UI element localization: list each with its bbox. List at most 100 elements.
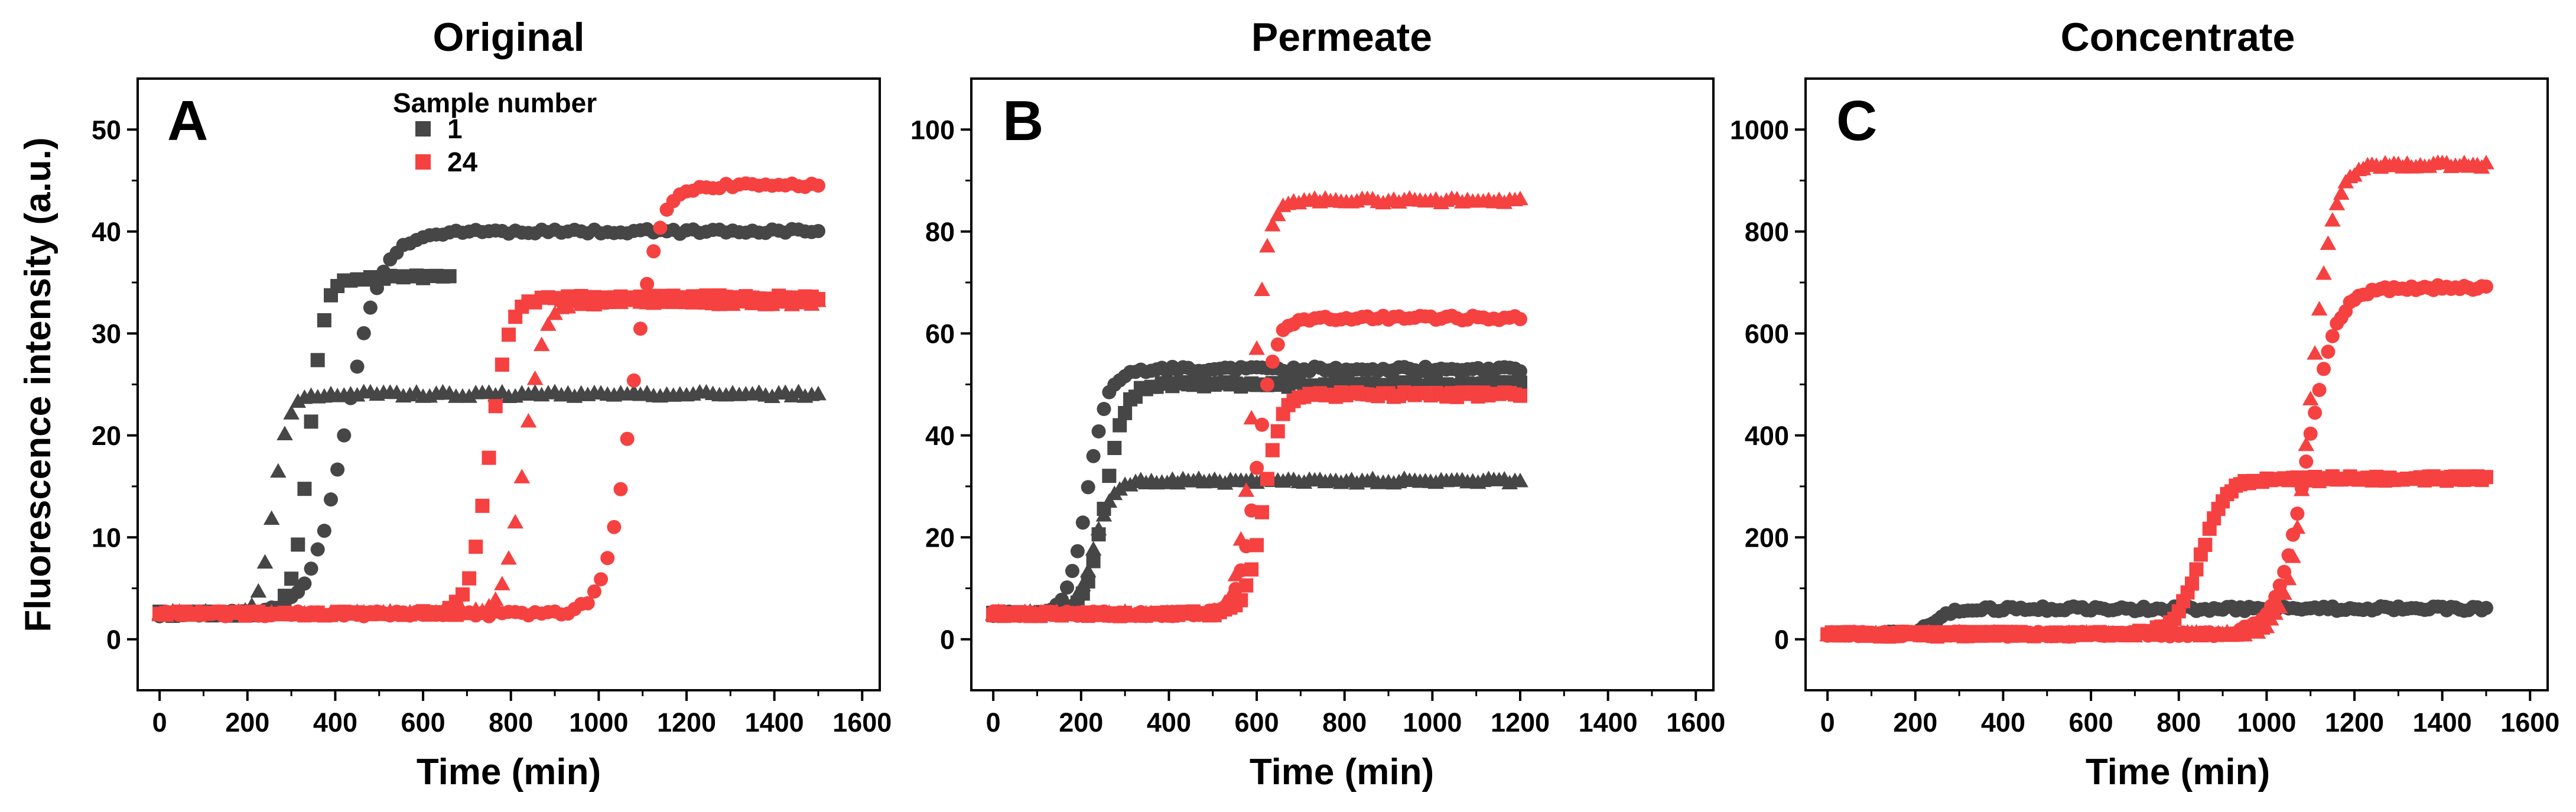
data-point [297,576,312,591]
data-point [594,572,609,587]
data-point [2285,548,2301,563]
data-point [461,605,477,621]
y-tick-label: 80 [925,217,955,247]
data-point [1265,443,1280,457]
x-tick-label: 0 [152,707,167,738]
panel-a-series-5-sample-24 [151,292,827,622]
data-point [810,292,827,307]
data-point [1074,576,1091,592]
panel-c-x-axis-label: Time (min) [2086,752,2270,792]
data-point [533,336,550,352]
data-point [304,561,318,576]
data-point [2479,470,2493,485]
data-point [2328,196,2346,210]
y-tick-label: 800 [1745,217,1789,247]
x-tick-label: 800 [2157,707,2201,738]
data-point [520,413,537,428]
data-point [2316,362,2331,376]
data-point [2303,426,2318,441]
data-point [810,385,827,401]
legend-marker-sample-1 [415,121,431,137]
data-point [1079,563,1097,578]
y-axis-label: Fluorescence intensity (a.u.) [18,137,58,632]
data-point [277,426,293,441]
data-point [1269,206,1286,222]
data-point [811,223,825,238]
data-point [1250,538,1264,553]
data-point [277,589,292,603]
data-point [270,463,287,478]
data-point [2333,185,2350,200]
panel-c-ticks: 0 200 400 600 800 1000 1200 1400 1600 0 200 400 600 8… [1730,115,2559,738]
y-tick-label: 1000 [1730,115,1789,145]
y-tick-label: 10 [92,522,121,553]
data-point [2325,329,2340,343]
data-point [2479,279,2493,294]
data-point [1091,424,1106,439]
data-point [600,551,615,566]
y-tick-label: 50 [92,115,121,145]
data-point [310,353,325,368]
data-point [2311,301,2328,316]
data-point [2308,405,2323,420]
data-point [291,537,305,552]
panel-a-series-4-sample-24 [152,288,825,623]
panel-c-series-1-sample-24 [1820,469,2493,644]
x-tick-label: 1000 [1403,707,1462,738]
panel-b-series-5-sample-24 [986,385,1527,623]
panel-a-ticks: 0 200 400 600 800 1000 1200 1400 1600 0 10 20 30 40 50 [92,115,892,738]
x-tick-label: 1000 [569,707,628,738]
panel-a-series-0-sample-1 [152,222,825,623]
data-point [350,359,365,374]
data-point [526,370,544,385]
legend-label-sample-1: 1 [447,113,463,144]
data-point [1264,216,1281,232]
x-tick-label: 1600 [2500,707,2559,738]
data-point [462,571,477,586]
y-tick-label: 100 [910,115,955,145]
data-point [250,583,267,598]
x-tick-label: 1400 [1579,707,1638,738]
data-point [500,550,517,565]
data-point [330,462,345,477]
panel-b-frame [970,77,1715,691]
y-tick-label: 0 [1774,625,1789,655]
data-point [2185,576,2200,591]
data-point [1102,469,1117,483]
panel-b-marks [985,190,1528,623]
y-tick-label: 40 [925,421,955,451]
y-tick-label: 40 [92,217,121,247]
data-point [494,576,510,590]
data-point [2289,519,2306,534]
data-point [1065,564,1079,579]
data-point [804,296,820,311]
legend: Sample number 1 24 [393,87,597,177]
x-tick-label: 800 [489,707,533,738]
data-point [811,178,825,193]
data-point [283,405,300,420]
data-point [1250,460,1264,475]
y-tick-label: 600 [1745,319,1789,349]
data-point [1239,578,1254,593]
x-tick-label: 1600 [1666,707,1725,738]
data-point [1090,521,1107,536]
data-point [1101,493,1118,508]
data-point [1270,424,1285,439]
data-point [783,388,801,402]
data-point [513,469,531,483]
data-point [764,296,780,311]
data-point [1238,482,1255,497]
data-point [2294,481,2310,496]
x-tick-label: 200 [1893,707,1937,738]
y-tick-label: 0 [106,625,121,655]
x-tick-label: 200 [1059,707,1103,738]
data-point [1244,562,1259,577]
y-tick-label: 400 [1745,421,1789,451]
data-point [1095,506,1113,522]
data-point [620,431,635,446]
data-point [2321,345,2336,359]
data-point [2198,538,2213,553]
data-point [1254,505,1269,519]
data-point [2324,212,2341,227]
panel-b-ticks: 0 200 400 600 800 1000 1200 1400 1600 0 20 40 60 80 10… [910,115,1725,738]
